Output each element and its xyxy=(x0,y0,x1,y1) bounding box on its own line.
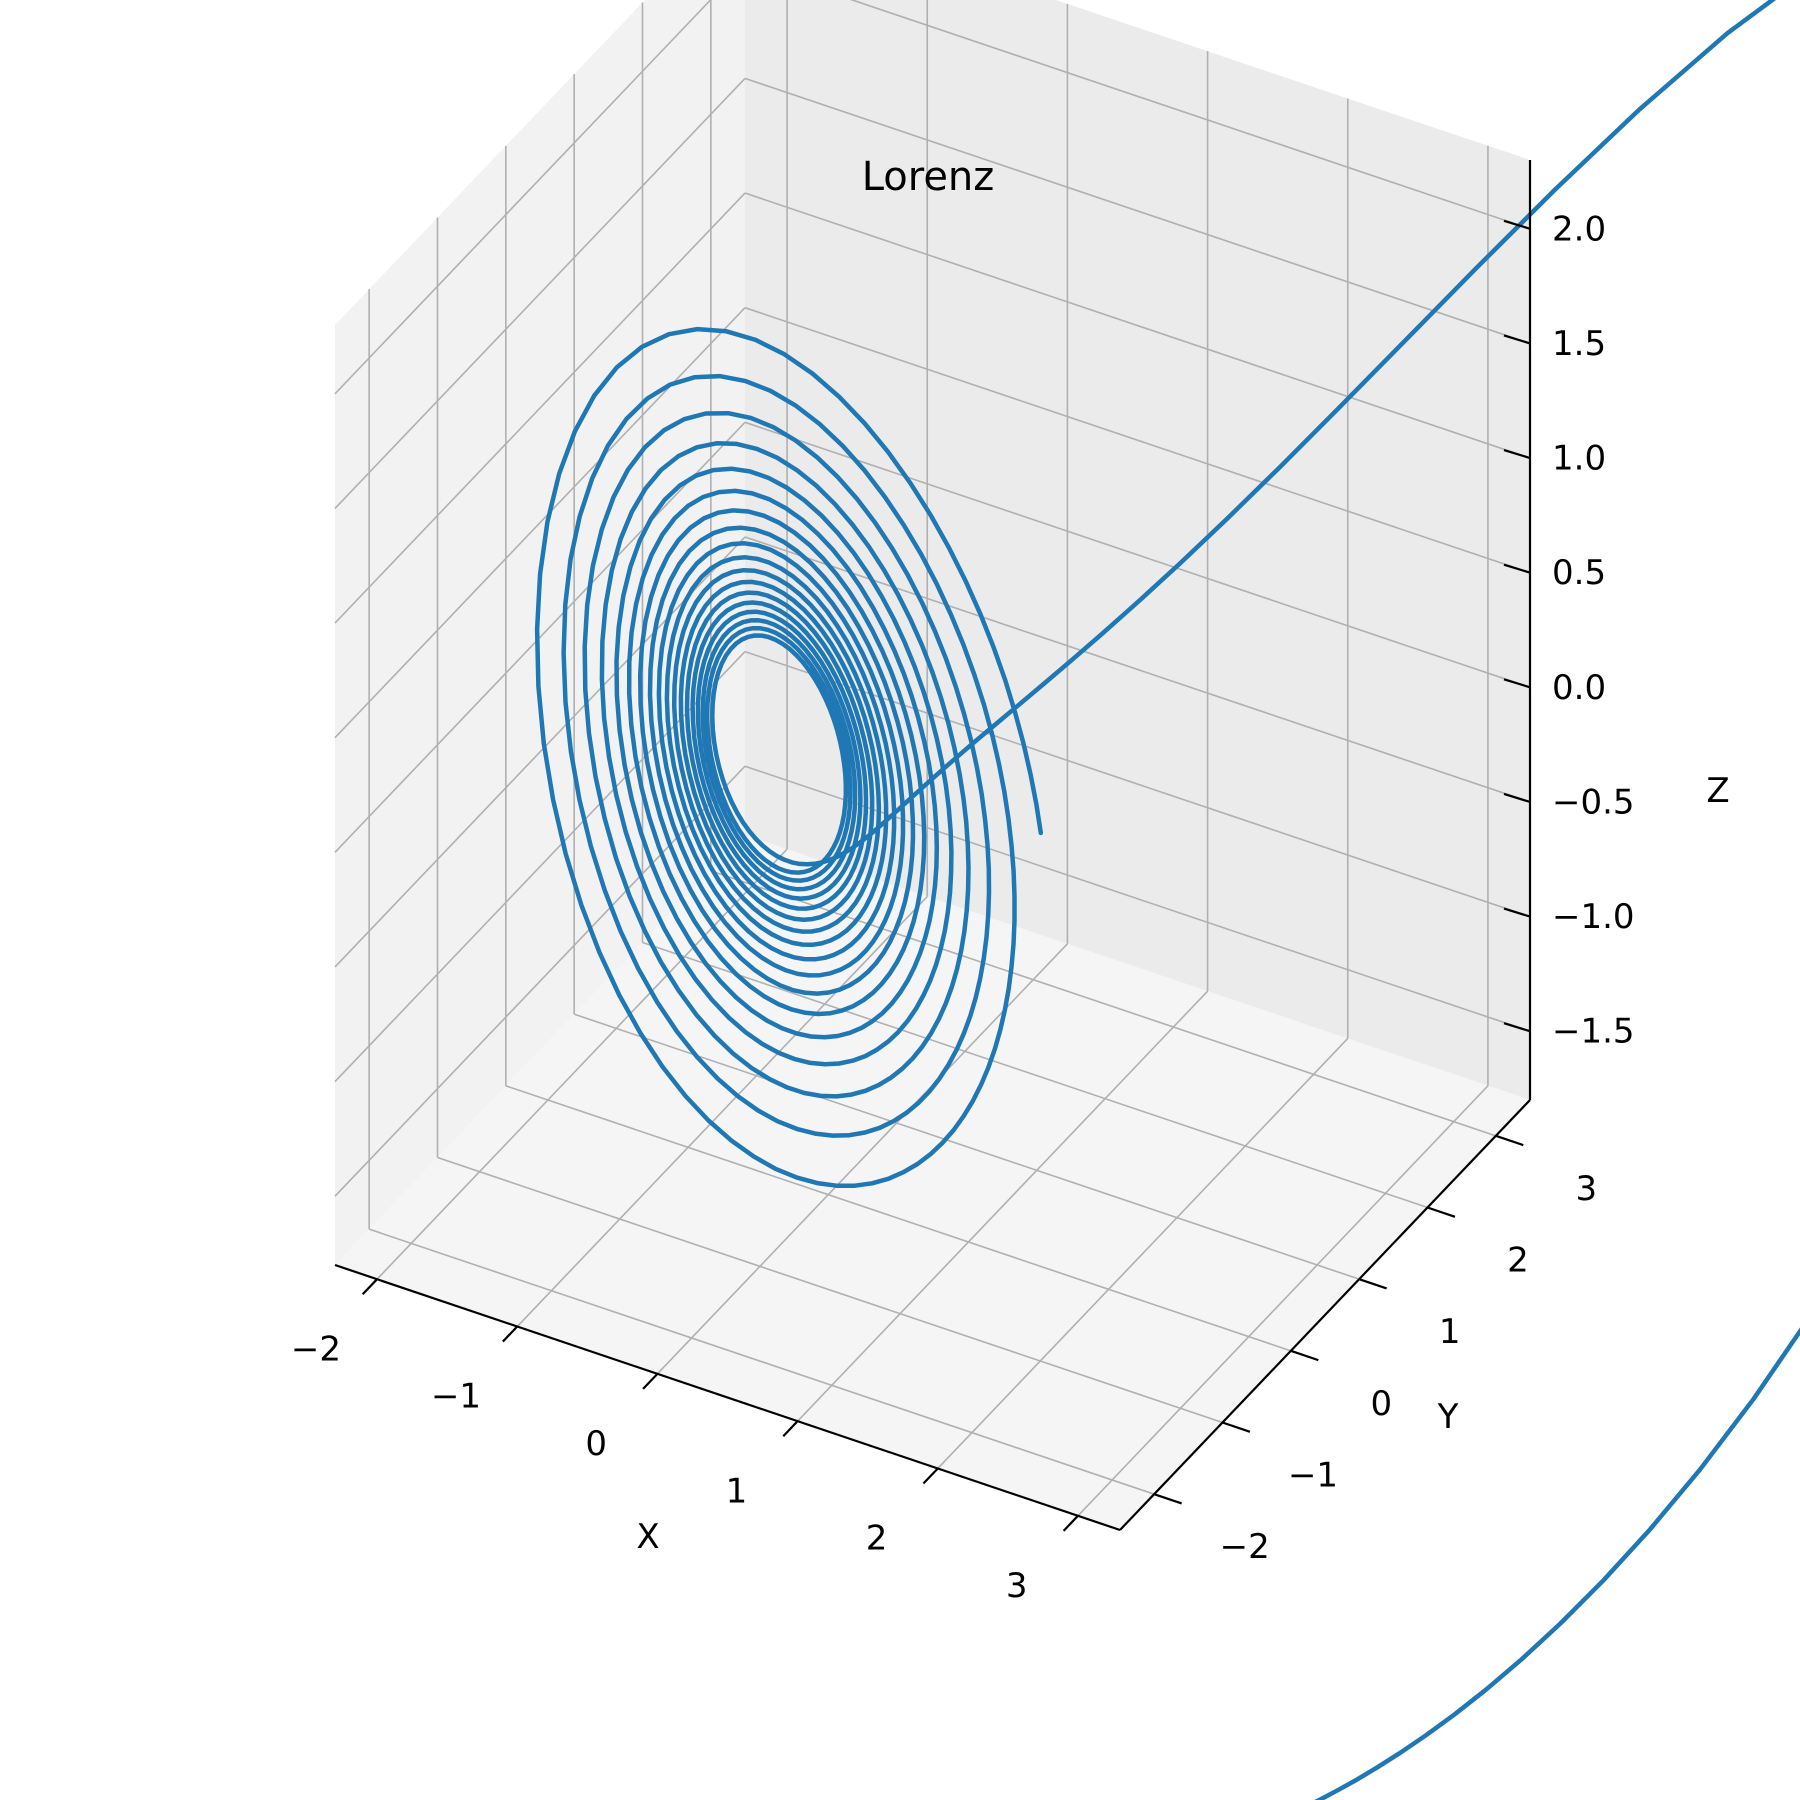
axes-panes xyxy=(335,0,1530,1530)
x-tick-label-4: 2 xyxy=(866,1519,888,1559)
z-tick-label-5: 1.0 xyxy=(1552,439,1606,479)
x-tick-1 xyxy=(502,1325,519,1343)
grid-z-left-7 xyxy=(334,0,712,395)
grid-x-floor-3 xyxy=(797,990,1209,1422)
z-tick-3 xyxy=(1503,678,1531,689)
grid-x-floor-5 xyxy=(1077,1085,1489,1517)
grid-y-floor-3 xyxy=(573,1013,1360,1280)
y-tick-label-0: −2 xyxy=(1220,1527,1270,1567)
x-tick-label-1: −1 xyxy=(431,1377,481,1417)
y-tick-4 xyxy=(1427,1206,1456,1218)
grid-x-floor-0 xyxy=(376,848,788,1280)
x-tick-5 xyxy=(1062,1515,1079,1532)
x-tick-label-5: 3 xyxy=(1006,1566,1028,1606)
grid-z-left-5 xyxy=(334,192,746,624)
z-tick-1 xyxy=(1503,907,1531,918)
y-axis-line xyxy=(1119,1099,1531,1531)
x-tick-0 xyxy=(361,1278,378,1296)
grid-z-back-1 xyxy=(744,650,1531,918)
x-axis-label: X xyxy=(636,1517,659,1557)
x-axis-line xyxy=(334,1263,1121,1532)
y-tick-label-3: 1 xyxy=(1439,1312,1461,1352)
z-tick-label-7: 2.0 xyxy=(1552,209,1606,249)
z-axis-label: Z xyxy=(1706,771,1729,811)
x-tick-label-3: 1 xyxy=(726,1471,748,1511)
x-tick-2 xyxy=(642,1373,659,1390)
grid-y-floor-4 xyxy=(642,941,1428,1209)
grid-z-back-0 xyxy=(744,765,1531,1032)
grid-z-back-6 xyxy=(744,77,1531,345)
z-tick-label-2: −0.5 xyxy=(1552,783,1635,823)
y-axis-label: Y xyxy=(1437,1397,1459,1437)
grid-z-back-7 xyxy=(849,0,1531,230)
z-tick-label-1: −1.0 xyxy=(1552,897,1635,937)
y-tick-label-4: 2 xyxy=(1507,1241,1529,1281)
y-tick-0 xyxy=(1153,1493,1182,1505)
z-tick-label-0: −1.5 xyxy=(1552,1012,1635,1052)
grid-y-floor-5 xyxy=(710,870,1497,1137)
grid-z-back-5 xyxy=(744,192,1531,459)
x-tick-label-2: 0 xyxy=(585,1424,607,1464)
trajectory-series xyxy=(534,0,1800,1800)
grid-z-left-2 xyxy=(334,536,746,968)
grid-z-left-3 xyxy=(334,421,746,853)
pane-back xyxy=(745,0,1530,1100)
z-tick-6 xyxy=(1503,334,1531,345)
z-tick-5 xyxy=(1503,448,1531,460)
y-tick-label-5: 3 xyxy=(1575,1169,1597,1209)
tick-labels: −2 −1 0 1 2 3 −2 −1 0 1 2 3 −1.5 −1.0 −0.5 0.0 0.5 1.0 1.5… xyxy=(291,209,1635,1606)
z-tick-label-4: 0.5 xyxy=(1552,553,1606,593)
z-tick-label-3: 0.0 xyxy=(1552,668,1606,708)
grid-x-floor-2 xyxy=(656,943,1068,1375)
grid-y-floor-2 xyxy=(505,1085,1292,1352)
grid-x-floor-1 xyxy=(516,895,928,1328)
pane-floor xyxy=(335,835,1530,1530)
trajectory-line xyxy=(534,0,1800,1800)
axes xyxy=(334,160,1532,1532)
grid-lines xyxy=(334,0,1531,1517)
grid-z-back-4 xyxy=(744,306,1531,574)
y-tick-3 xyxy=(1358,1278,1387,1290)
x-tick-label-0: −2 xyxy=(291,1329,341,1369)
z-tick-0 xyxy=(1503,1022,1531,1033)
grid-y-floor-0 xyxy=(368,1228,1155,1495)
grid-z-back-3 xyxy=(744,421,1531,689)
z-tick-label-6: 1.5 xyxy=(1552,324,1606,364)
y-tick-label-1: −1 xyxy=(1288,1456,1338,1496)
x-tick-4 xyxy=(922,1467,939,1485)
z-tick-4 xyxy=(1503,563,1531,574)
chart-title: Lorenz xyxy=(862,154,995,200)
y-tick-1 xyxy=(1222,1421,1251,1433)
z-tick-7 xyxy=(1503,219,1531,230)
grid-z-left-6 xyxy=(334,77,746,509)
z-tick-2 xyxy=(1503,792,1531,804)
y-tick-2 xyxy=(1290,1349,1319,1362)
y-tick-label-2: 0 xyxy=(1370,1384,1392,1424)
grid-x-floor-4 xyxy=(937,1037,1349,1470)
grid-z-back-2 xyxy=(744,536,1531,803)
y-tick-5 xyxy=(1495,1134,1524,1147)
grid-y-floor-1 xyxy=(437,1156,1223,1424)
x-tick-3 xyxy=(782,1420,799,1437)
grid-z-left-4 xyxy=(334,307,746,739)
